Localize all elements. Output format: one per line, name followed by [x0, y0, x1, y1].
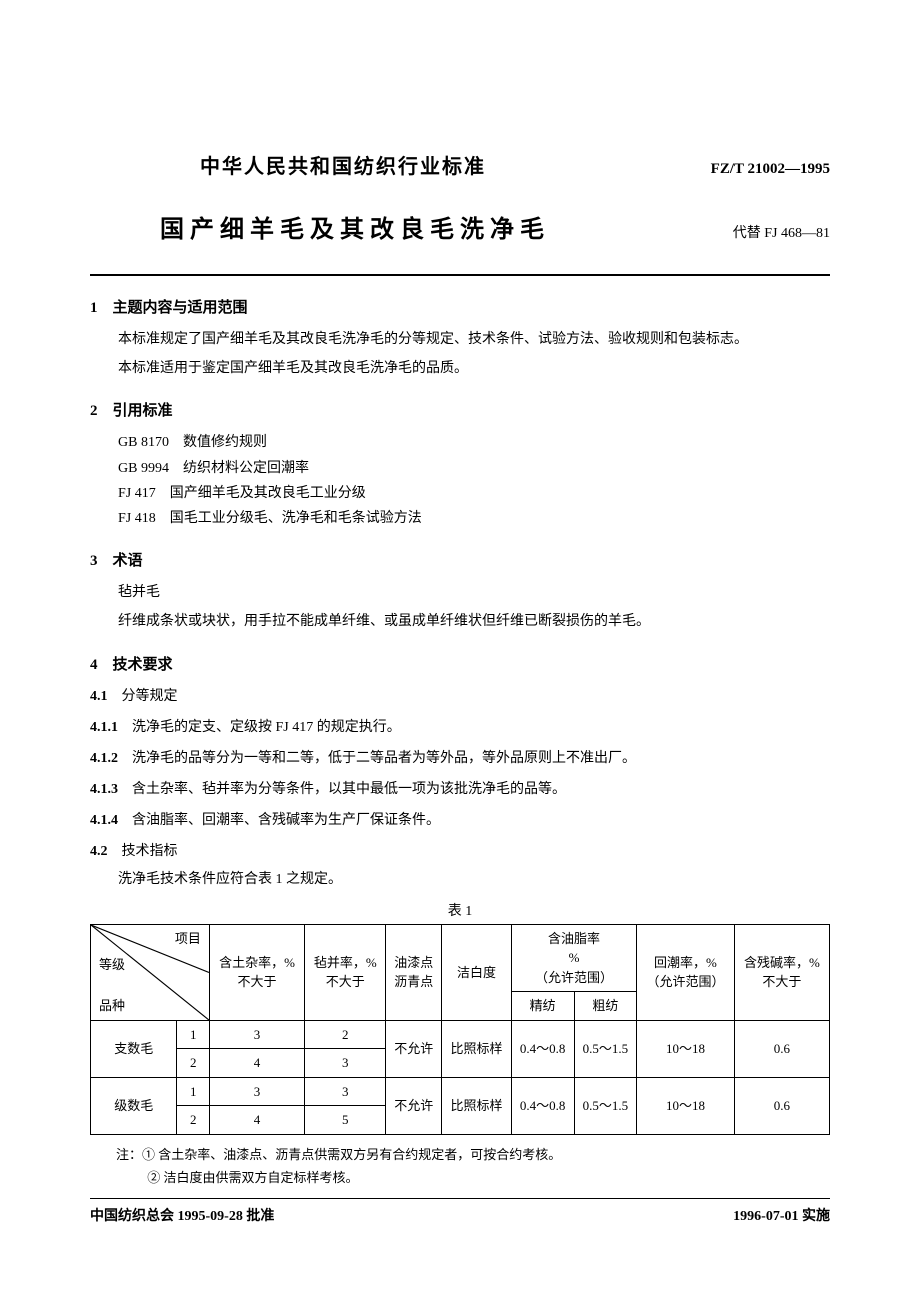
regain-cell: 10～18: [637, 1077, 735, 1134]
col-soil: 含土杂率，% 不大于: [209, 924, 304, 1020]
table-notes: 注：① 含土杂率、油漆点、沥青点供需双方另有合约规定者，可按合约考核。 ② 洁白…: [116, 1143, 830, 1190]
clause-4-1-3: 4.1.3 含土杂率、毡并率为分等条件，以其中最低一项为该批洗净毛的品等。: [90, 777, 830, 802]
clause-text: 洗净毛的定支、定级按 FJ 417 的规定执行。: [132, 720, 401, 735]
soil-cell: 3: [209, 1077, 304, 1106]
regain-cell: 10～18: [637, 1020, 735, 1077]
col-white: 洁白度: [442, 924, 512, 1020]
standard-category: 中华人民共和国纺织行业标准: [200, 150, 486, 179]
variety-cell: 支数毛: [91, 1020, 177, 1077]
section-2-num: 2: [90, 403, 98, 419]
section-4-2-num: 4.2: [90, 844, 108, 859]
table-header-row: 项目 等级 品种 含土杂率，% 不大于 毡并率，% 不大于 油漆点 沥青点 洁白…: [91, 924, 830, 992]
diag-bot: 品种: [99, 996, 125, 1016]
section-4-heading: 4 技术要求: [90, 653, 830, 674]
impl-label: 1996-07-01 实施: [733, 1205, 830, 1225]
section-4-1-title: 分等规定: [122, 689, 178, 704]
diag-top: 项目: [175, 929, 201, 949]
paint-cell: 不允许: [386, 1077, 442, 1134]
felt-cell: 2: [305, 1020, 386, 1049]
clause-num: 4.1.3: [90, 782, 118, 797]
ref-item: FJ 417 国产细羊毛及其改良毛工业分级: [118, 481, 830, 506]
term-name: 毡并毛: [90, 580, 830, 605]
clause-num: 4.1.4: [90, 813, 118, 828]
felt-cell: 5: [305, 1106, 386, 1135]
section-1-num: 1: [90, 300, 98, 316]
table-row: 级数毛 1 3 3 不允许 比照标样 0.4～0.8 0.5～1.5 10～18…: [91, 1077, 830, 1106]
clause-4-1-1: 4.1.1 洗净毛的定支、定级按 FJ 417 的规定执行。: [90, 715, 830, 740]
replaces-label: 代替 FJ 468—81: [733, 222, 830, 242]
clause-4-1-4: 4.1.4 含油脂率、回潮率、含残碱率为生产厂保证条件。: [90, 808, 830, 833]
soil-cell: 4: [209, 1106, 304, 1135]
col-oil-coarse: 粗纺: [574, 992, 637, 1021]
oil-coarse-cell: 0.5～1.5: [574, 1077, 637, 1134]
clause-text: 含土杂率、毡并率为分等条件，以其中最低一项为该批洗净毛的品等。: [132, 782, 566, 797]
felt-cell: 3: [305, 1077, 386, 1106]
oil-coarse-cell: 0.5～1.5: [574, 1020, 637, 1077]
title-rule: [90, 274, 830, 276]
footer-rule: [90, 1198, 830, 1199]
section-4-2-heading: 4.2 技术指标: [90, 839, 830, 864]
section-4-1-heading: 4.1 分等规定: [90, 684, 830, 709]
clause-text: 洗净毛的品等分为一等和二等，低于二等品者为等外品，等外品原则上不准出厂。: [132, 751, 636, 766]
section-4-1-num: 4.1: [90, 689, 108, 704]
table-row: 支数毛 1 3 2 不允许 比照标样 0.4～0.8 0.5～1.5 10～18…: [91, 1020, 830, 1049]
clause-num: 4.1.1: [90, 720, 118, 735]
document-page: 中华人民共和国纺织行业标准 FZ/T 21002—1995 国产细羊毛及其改良毛…: [0, 0, 920, 1302]
felt-cell: 3: [305, 1049, 386, 1078]
table-1-caption: 表 1: [90, 900, 830, 920]
grade-cell: 2: [177, 1049, 209, 1078]
section-4-num: 4: [90, 657, 98, 673]
alkali-cell: 0.6: [734, 1020, 829, 1077]
note-1: 注：① 含土杂率、油漆点、沥青点供需双方另有合约规定者，可按合约考核。: [116, 1143, 830, 1166]
col-oil-group: 含油脂率 % （允许范围）: [511, 924, 636, 992]
footer-row: 中国纺织总会 1995-09-28 批准 1996-07-01 实施: [90, 1205, 830, 1225]
white-cell: 比照标样: [442, 1020, 512, 1077]
oil-fine-cell: 0.4～0.8: [511, 1020, 574, 1077]
variety-cell: 级数毛: [91, 1077, 177, 1134]
approved-label: 中国纺织总会 1995-09-28 批准: [90, 1205, 274, 1225]
diag-header-cell: 项目 等级 品种: [91, 924, 210, 1020]
alkali-cell: 0.6: [734, 1077, 829, 1134]
soil-cell: 4: [209, 1049, 304, 1078]
col-regain: 回潮率，% （允许范围）: [637, 924, 735, 1020]
header-row: 中华人民共和国纺织行业标准 FZ/T 21002—1995: [90, 150, 830, 179]
grade-cell: 2: [177, 1106, 209, 1135]
white-cell: 比照标样: [442, 1077, 512, 1134]
soil-cell: 3: [209, 1020, 304, 1049]
ref-item: FJ 418 国毛工业分级毛、洗净毛和毛条试验方法: [118, 506, 830, 531]
col-felt: 毡并率，% 不大于: [305, 924, 386, 1020]
col-oil-fine: 精纺: [511, 992, 574, 1021]
paint-cell: 不允许: [386, 1020, 442, 1077]
section-1-title: 主题内容与适用范围: [113, 300, 248, 316]
section-4-title: 技术要求: [113, 657, 173, 673]
spec-table: 项目 等级 品种 含土杂率，% 不大于 毡并率，% 不大于 油漆点 沥青点 洁白…: [90, 924, 830, 1135]
note-2: ② 洁白度由供需双方自定标样考核。: [147, 1166, 830, 1189]
section-2-heading: 2 引用标准: [90, 399, 830, 420]
section-3-heading: 3 术语: [90, 549, 830, 570]
oil-fine-cell: 0.4～0.8: [511, 1077, 574, 1134]
col-paint: 油漆点 沥青点: [386, 924, 442, 1020]
section-1-p2: 本标准适用于鉴定国产细羊毛及其改良毛洗净毛的品质。: [90, 356, 830, 381]
clause-text: 含油脂率、回潮率、含残碱率为生产厂保证条件。: [132, 813, 440, 828]
section-3-title: 术语: [113, 553, 143, 569]
standard-number: FZ/T 21002—1995: [711, 161, 830, 178]
ref-item: GB 8170 数值修约规则: [118, 430, 830, 455]
section-1-p1: 本标准规定了国产细羊毛及其改良毛洗净毛的分等规定、技术条件、试验方法、验收规则和…: [90, 327, 830, 352]
clause-4-1-2: 4.1.2 洗净毛的品等分为一等和二等，低于二等品者为等外品，等外品原则上不准出…: [90, 746, 830, 771]
section-4-2-title: 技术指标: [122, 844, 178, 859]
clause-num: 4.1.2: [90, 751, 118, 766]
grade-cell: 1: [177, 1077, 209, 1106]
col-alkali: 含残碱率，% 不大于: [734, 924, 829, 1020]
section-2-title: 引用标准: [113, 403, 173, 419]
section-4-2-intro: 洗净毛技术条件应符合表 1 之规定。: [90, 867, 830, 892]
grade-cell: 1: [177, 1020, 209, 1049]
title-row: 国产细羊毛及其改良毛洗净毛 代替 FJ 468—81: [90, 209, 830, 244]
section-1-heading: 1 主题内容与适用范围: [90, 296, 830, 317]
term-def: 纤维成条状或块状，用手拉不能成单纤维、或虽成单纤维状但纤维已断裂损伤的羊毛。: [90, 609, 830, 634]
ref-item: GB 9994 纺织材料公定回潮率: [118, 456, 830, 481]
document-title: 国产细羊毛及其改良毛洗净毛: [160, 209, 550, 244]
section-3-num: 3: [90, 553, 98, 569]
diag-mid: 等级: [99, 955, 125, 975]
